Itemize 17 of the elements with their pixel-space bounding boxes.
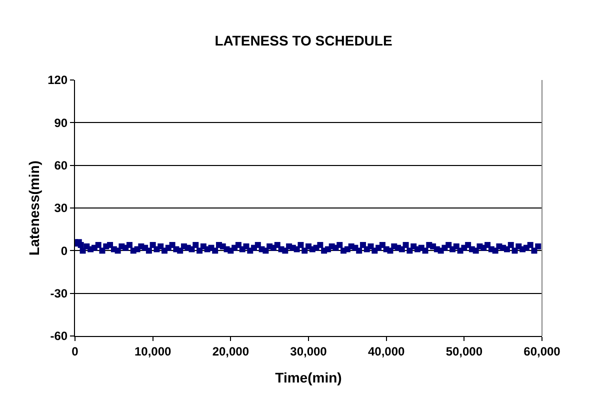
y-tick-label: 120 <box>48 73 68 88</box>
y-axis-title: Lateness(min) <box>26 160 42 256</box>
x-tick-label: 60,000 <box>524 344 561 358</box>
y-tick-label: 60 <box>54 158 68 173</box>
x-axis-title: Time(min) <box>275 370 342 386</box>
chart-title: LATENESS TO SCHEDULE <box>214 32 392 48</box>
x-tick-label: 20,000 <box>212 344 250 358</box>
x-tick-label: 40,000 <box>368 344 406 358</box>
x-tick-label: 30,000 <box>290 344 328 358</box>
x-tick-label: 10,000 <box>134 344 172 358</box>
y-tick-label: -30 <box>50 286 68 301</box>
y-tick-label: -60 <box>50 329 68 344</box>
y-tick-label: 0 <box>60 244 68 258</box>
x-tick-label: 50,000 <box>446 344 483 358</box>
y-tick-label: 90 <box>54 116 68 130</box>
y-tick-label: 30 <box>54 201 68 216</box>
x-tick-label: 0 <box>72 344 79 358</box>
